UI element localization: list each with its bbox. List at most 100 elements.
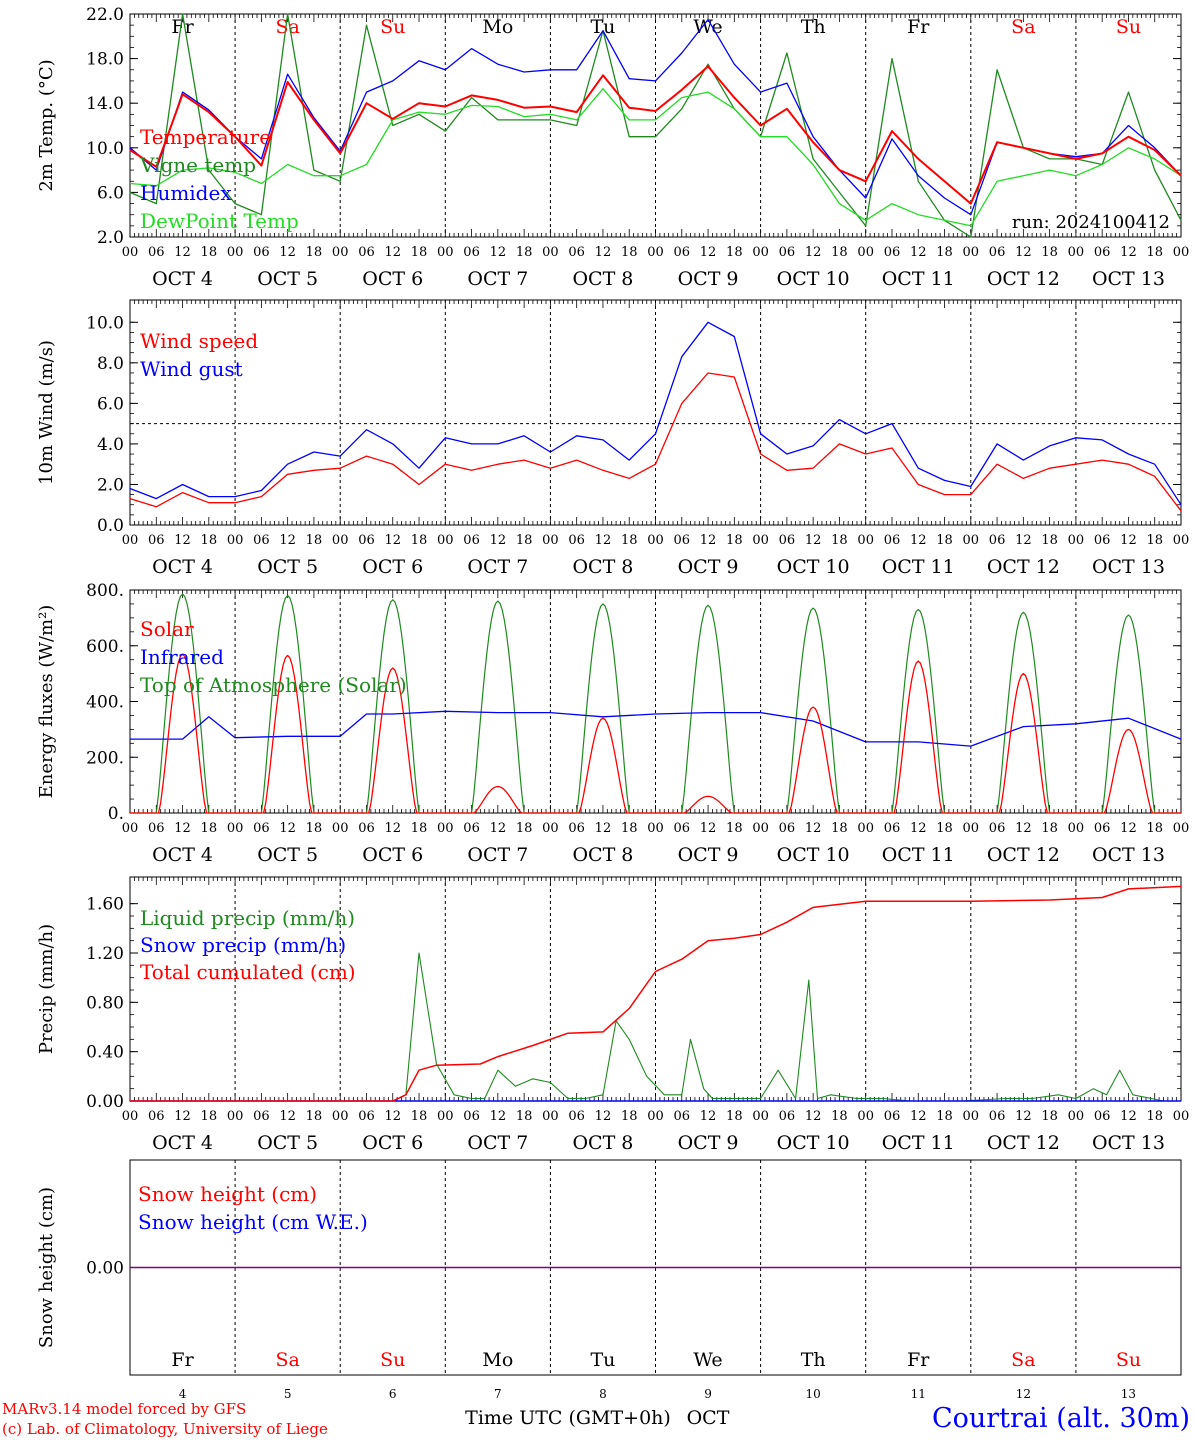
weekday-label: Sa (275, 16, 299, 38)
date-label: OCT 6 (362, 844, 423, 866)
hour-label: 00 (437, 821, 454, 836)
hour-label: 00 (332, 245, 349, 260)
y-tick-label: 8.0 (97, 354, 124, 374)
hour-label: 18 (936, 245, 953, 260)
hour-label: 18 (726, 533, 743, 548)
hour-label: 06 (779, 821, 796, 836)
hour-label: 06 (568, 821, 585, 836)
credit-line-1: MARv3.14 model forced by GFS (2, 1400, 246, 1418)
y-tick-label: 0.80 (86, 993, 124, 1013)
hour-label: 00 (647, 1109, 664, 1124)
hour-label: 00 (227, 533, 244, 548)
day-number: 4 (179, 1387, 187, 1401)
y-axis-title: 10m Wind (m/s) (36, 340, 57, 485)
hour-label: 06 (674, 245, 691, 260)
date-label: OCT 4 (152, 556, 213, 578)
weekday-label: Fr (171, 16, 194, 38)
y-tick-label: 0.00 (86, 1259, 124, 1279)
hour-label: 00 (332, 821, 349, 836)
y-axis-title: Energy fluxes (W/m²) (36, 605, 57, 799)
hour-label: 06 (358, 1109, 375, 1124)
y-axis-title: Precip (mm/h) (36, 924, 57, 1054)
hour-label: 06 (884, 821, 901, 836)
day-number: 8 (599, 1387, 607, 1401)
hour-label: 00 (857, 1109, 874, 1124)
hour-label: 00 (647, 821, 664, 836)
hour-label: 00 (963, 533, 980, 548)
hour-label: 12 (1120, 1109, 1137, 1124)
hour-label: 18 (411, 1109, 428, 1124)
hour-label: 12 (805, 1109, 822, 1124)
weekday-label: Fr (171, 1349, 194, 1371)
hour-label: 00 (227, 245, 244, 260)
hour-label: 00 (437, 1109, 454, 1124)
hour-label: 12 (1120, 821, 1137, 836)
hour-label: 12 (910, 245, 927, 260)
hour-label: 06 (253, 245, 270, 260)
wind-series-wind-speed (129, 372, 1182, 512)
hour-label: 12 (805, 533, 822, 548)
y-tick-label: 4.0 (97, 435, 124, 455)
hour-label: 12 (490, 821, 507, 836)
y-tick-label: 0.0 (97, 516, 124, 536)
hour-label: 18 (831, 821, 848, 836)
date-label: OCT 9 (678, 556, 739, 578)
hour-label: 12 (174, 821, 191, 836)
y-tick-label: 2.0 (97, 228, 124, 248)
panel-temperature (129, 13, 1182, 238)
weekday-label: Fr (907, 16, 930, 38)
hour-label: 00 (122, 533, 139, 548)
hour-label: 12 (1015, 821, 1032, 836)
y-tick-label: 6.0 (97, 183, 124, 203)
hour-label: 18 (936, 821, 953, 836)
hour-label: 12 (384, 245, 401, 260)
date-label: OCT 13 (1092, 1132, 1165, 1154)
temperature-series-vigne-temp (129, 13, 1182, 238)
y-tick-label: 2.0 (97, 475, 124, 495)
hour-label: 18 (936, 1109, 953, 1124)
hour-label: 06 (674, 533, 691, 548)
hour-label: 12 (384, 821, 401, 836)
date-label: OCT 9 (678, 844, 739, 866)
legend-precip-2: Total cumulated (cm) (140, 960, 356, 984)
hour-label: 18 (201, 533, 218, 548)
hour-label: 18 (621, 821, 638, 836)
day-number: 10 (806, 1387, 821, 1401)
hour-label: 18 (411, 821, 428, 836)
hour-label: 12 (174, 1109, 191, 1124)
hour-label: 06 (779, 245, 796, 260)
hour-label: 12 (910, 821, 927, 836)
legend-snow-1: Snow height (cm W.E.) (138, 1210, 368, 1234)
hour-label: 18 (516, 821, 533, 836)
legend-precip-0: Liquid precip (mm/h) (140, 906, 355, 930)
hour-label: 06 (989, 821, 1006, 836)
hour-label: 06 (674, 1109, 691, 1124)
legend-energy-0: Solar (140, 617, 194, 641)
hour-label: 18 (411, 533, 428, 548)
hour-label: 00 (752, 245, 769, 260)
date-label: OCT 12 (987, 844, 1060, 866)
hour-label: 06 (148, 533, 165, 548)
hour-label: 00 (857, 821, 874, 836)
legend-temperature-3: DewPoint Temp (140, 209, 299, 233)
y-axis-title: Snow height (cm) (36, 1187, 57, 1348)
hour-label: 00 (1068, 245, 1085, 260)
legend-wind-1: Wind gust (140, 357, 243, 381)
date-label: OCT 11 (882, 556, 955, 578)
energy-series-solar (130, 653, 1181, 814)
hour-label: 06 (1094, 821, 1111, 836)
y-tick-label: 200. (86, 748, 124, 768)
panel-precip (129, 876, 1182, 1102)
hour-label: 06 (253, 1109, 270, 1124)
hour-label: 12 (910, 533, 927, 548)
date-label: OCT 11 (882, 1132, 955, 1154)
weekday-label: Th (801, 16, 826, 38)
date-label: OCT 7 (467, 844, 528, 866)
date-label: OCT 10 (777, 556, 850, 578)
weekday-label: Sa (1011, 16, 1035, 38)
hour-label: 00 (227, 1109, 244, 1124)
month-label: OCT (687, 1407, 730, 1429)
hour-label: 06 (779, 533, 796, 548)
hour-label: 18 (411, 245, 428, 260)
hour-label: 18 (831, 245, 848, 260)
